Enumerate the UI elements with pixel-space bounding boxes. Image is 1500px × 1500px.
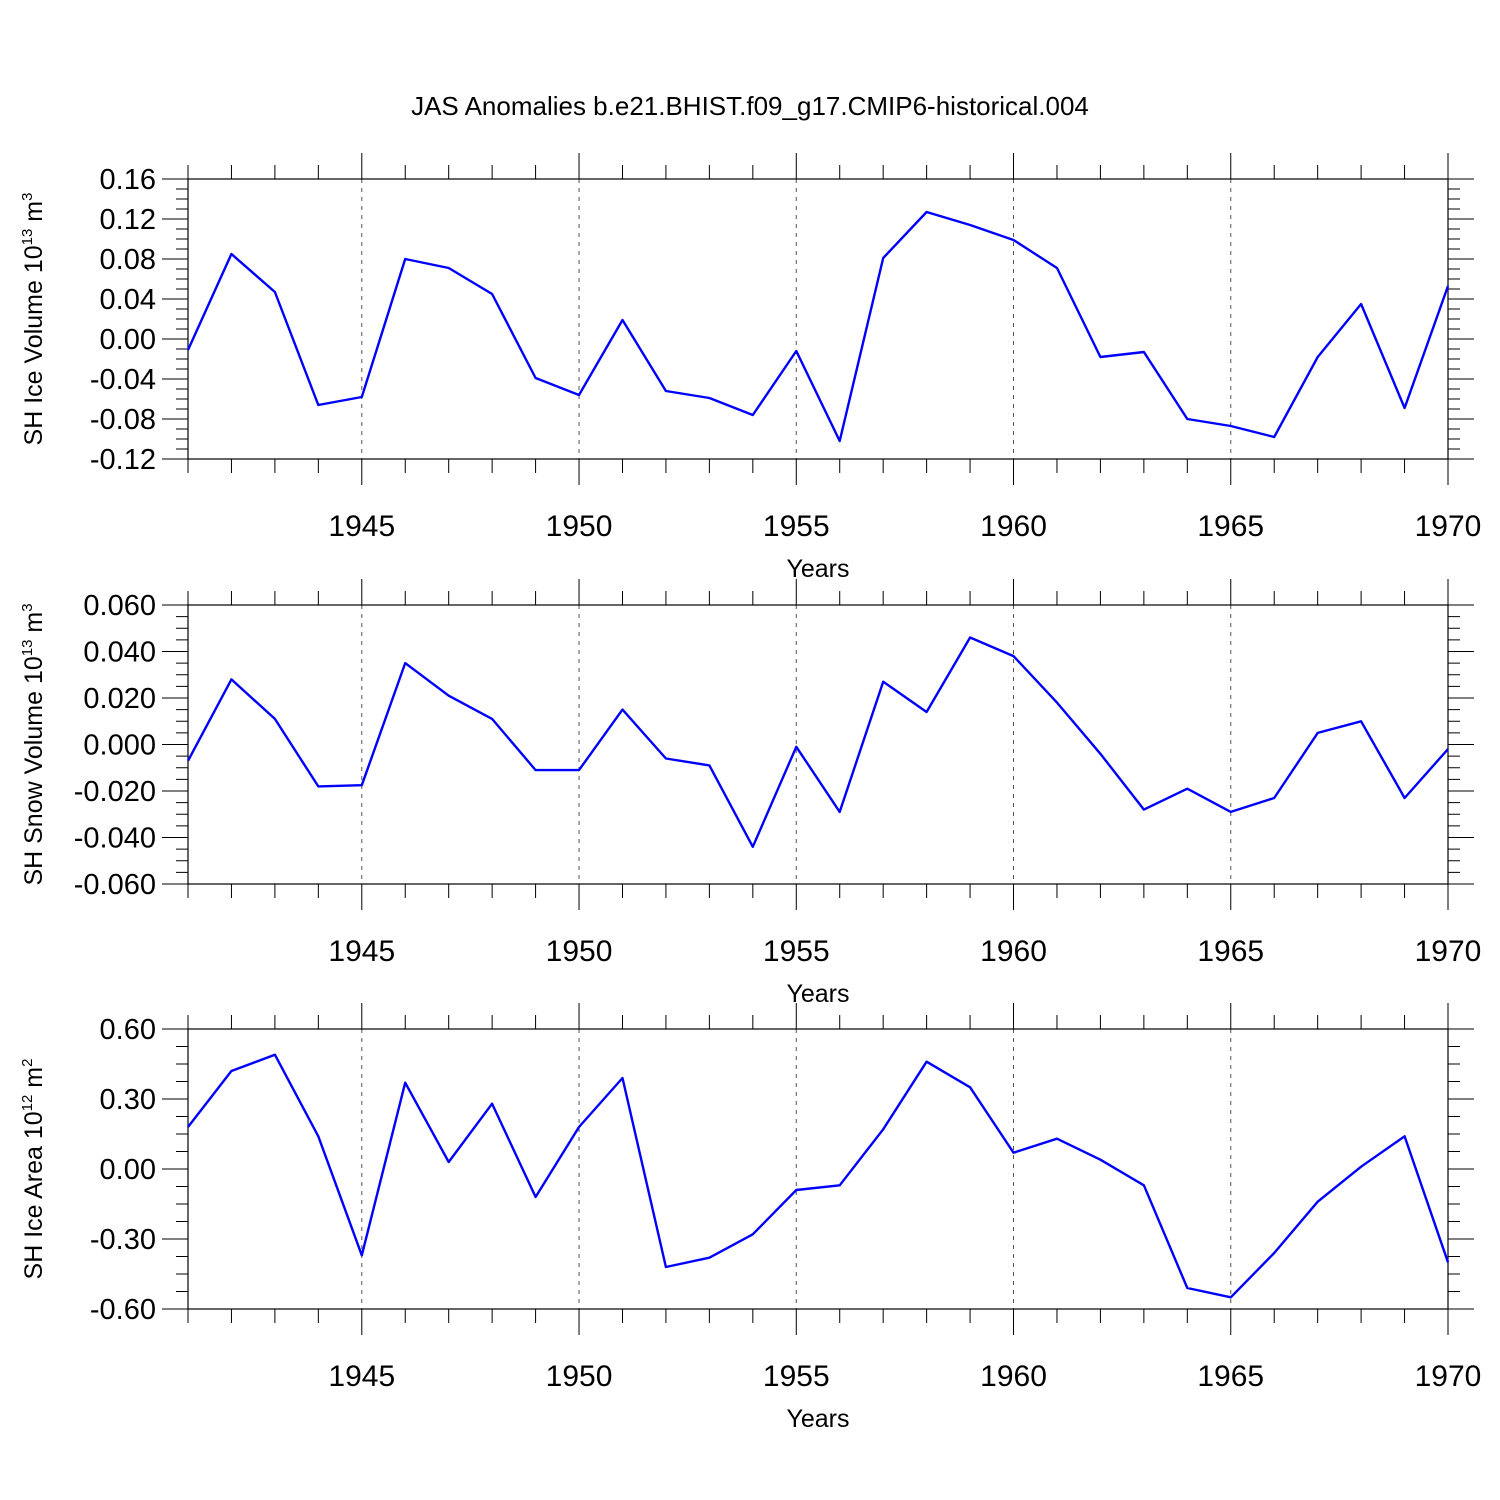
ytick-label: 0.60 xyxy=(100,1014,156,1046)
panels: -0.12 -0.08 -0.04 0.00 0.04 0.08 0.12 0.16 1945 1… xyxy=(19,153,1481,1433)
xtick-label: 1955 xyxy=(763,1360,830,1393)
xtick-label: 1960 xyxy=(980,510,1047,543)
plot-frame xyxy=(187,1028,1449,1310)
ytick-label: 0.08 xyxy=(100,244,156,276)
ytick-label: 0.040 xyxy=(83,637,156,669)
plot-frame xyxy=(187,178,1449,460)
chart-panel-2: -0.060 -0.040 -0.020 0.000 0.020 0.040 0.060 19… xyxy=(19,579,1481,1008)
xtick-label: 1970 xyxy=(1415,1360,1482,1393)
ytick-label: -0.04 xyxy=(90,364,156,396)
ytick-label: -0.08 xyxy=(90,404,156,436)
ytick-label: -0.30 xyxy=(90,1224,156,1256)
xtick-label: 1945 xyxy=(328,1360,395,1393)
figure-title: JAS Anomalies b.e21.BHIST.f09_g17.CMIP6-… xyxy=(411,91,1089,121)
ytick-label: 0.020 xyxy=(83,683,156,715)
series-line xyxy=(187,1053,1450,1299)
xtick-label: 1950 xyxy=(546,935,613,968)
xtick-label: 1955 xyxy=(763,510,830,543)
series-line xyxy=(186,210,1450,443)
x-axis-title: Years xyxy=(786,980,849,1008)
ytick-label: 0.04 xyxy=(100,284,156,316)
xtick-label: 1960 xyxy=(980,1360,1047,1393)
xtick-label: 1965 xyxy=(1197,510,1264,543)
xtick-label: 1970 xyxy=(1415,510,1482,543)
xtick-label: 1955 xyxy=(763,935,830,968)
xtick-label: 1965 xyxy=(1197,1360,1264,1393)
ytick-label: -0.040 xyxy=(74,823,156,855)
ytick-label: 0.000 xyxy=(83,730,156,762)
ytick-label: -0.12 xyxy=(90,444,156,476)
xtick-label: 1945 xyxy=(328,510,395,543)
ytick-label: -0.60 xyxy=(90,1294,156,1326)
ytick-label: 0.060 xyxy=(83,590,156,622)
ytick-label: 0.30 xyxy=(100,1084,156,1116)
plot-frame xyxy=(187,604,1449,885)
xtick-label: 1965 xyxy=(1197,935,1264,968)
ytick-label: 0.00 xyxy=(100,1154,156,1186)
x-axis-title: Years xyxy=(786,1405,849,1433)
chart-panel-3: -0.60 -0.30 0.00 0.30 0.60 1945 1950 1955 1960 19… xyxy=(19,1003,1481,1433)
x-axis-title: Years xyxy=(786,555,849,583)
xtick-label: 1960 xyxy=(980,935,1047,968)
ytick-label: 0.12 xyxy=(100,204,156,236)
xtick-label: 1970 xyxy=(1415,935,1482,968)
xtick-label: 1950 xyxy=(546,510,613,543)
ytick-label: 0.16 xyxy=(100,164,156,196)
y-axis-title: SH Snow Volume 1013 m3 xyxy=(19,603,48,885)
ytick-label: 0.00 xyxy=(100,324,156,356)
ytick-label: -0.020 xyxy=(74,776,156,808)
xtick-label: 1945 xyxy=(328,935,395,968)
y-axis-title: SH Ice Area 1012 m2 xyxy=(19,1059,48,1280)
ytick-label: -0.060 xyxy=(74,869,156,901)
y-axis-title: SH Ice Volume 1013 m3 xyxy=(19,193,48,446)
chart-panel-1: -0.12 -0.08 -0.04 0.00 0.04 0.08 0.12 0.16 1945 1… xyxy=(19,153,1481,583)
xtick-label: 1950 xyxy=(546,1360,613,1393)
series-line xyxy=(186,636,1449,848)
